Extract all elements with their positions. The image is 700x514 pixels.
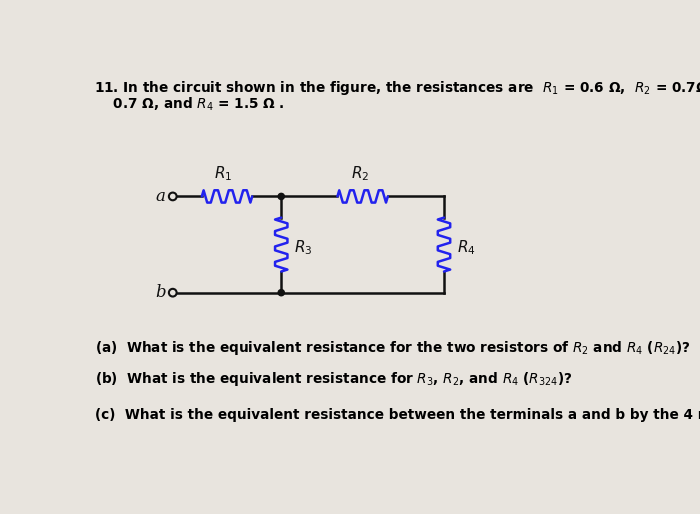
Circle shape	[278, 289, 284, 296]
Text: $R_4$: $R_4$	[457, 238, 476, 257]
Text: $R_1$: $R_1$	[214, 164, 232, 183]
Text: $R_2$: $R_2$	[351, 164, 370, 183]
Text: $R_3$: $R_3$	[295, 238, 313, 257]
Text: 0.7 Ω, and $R_4$ = 1.5 Ω .: 0.7 Ω, and $R_4$ = 1.5 Ω .	[94, 96, 284, 113]
Text: 11. In the circuit shown in the figure, the resistances are  $R_1$ = 0.6 Ω,  $R_: 11. In the circuit shown in the figure, …	[94, 79, 700, 97]
Text: a: a	[155, 188, 165, 205]
Text: (c)  What is the equivalent resistance between the terminals a and b by the 4 re: (c) What is the equivalent resistance be…	[95, 408, 700, 422]
Circle shape	[278, 193, 284, 199]
Text: b: b	[155, 284, 166, 301]
Text: (b)  What is the equivalent resistance for $R_3$, $R_2$, and $R_4$ ($R_{324}$)?: (b) What is the equivalent resistance fo…	[95, 370, 573, 388]
Text: (a)  What is the equivalent resistance for the two resistors of $R_2$ and $R_4$ : (a) What is the equivalent resistance fo…	[95, 339, 691, 357]
